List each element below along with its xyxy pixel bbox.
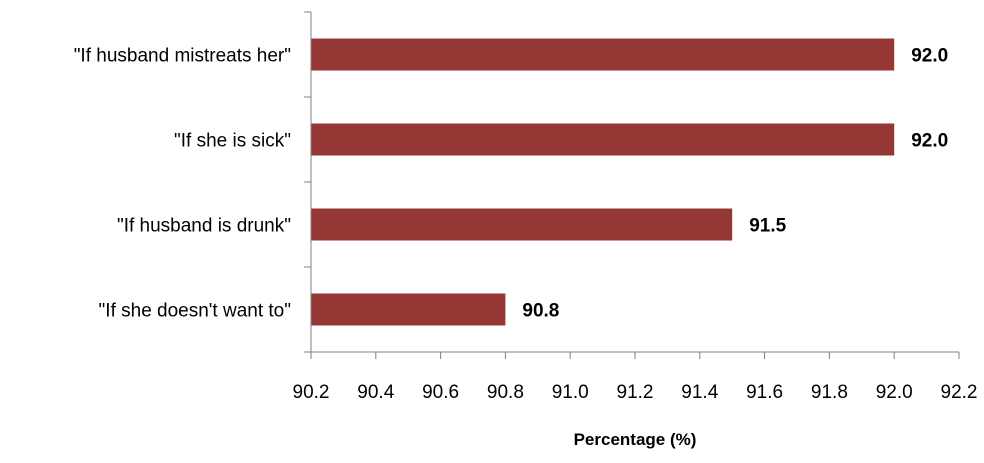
- x-tick-label-5: 91.2: [617, 382, 654, 403]
- category-label-1: "If husband mistreats her": [74, 46, 291, 67]
- data-label-3: 91.5: [749, 216, 786, 237]
- x-tick-label-1: 90.4: [357, 382, 394, 403]
- bar-3: [311, 208, 733, 241]
- bars-layer: [311, 38, 895, 326]
- x-tick-label-9: 92.0: [876, 382, 913, 403]
- data-label-2: 92.0: [911, 131, 948, 152]
- x-tick-label-2: 90.6: [422, 382, 459, 403]
- ticks-layer: [304, 11, 960, 359]
- bar-2: [311, 123, 895, 156]
- x-tick-label-0: 90.2: [293, 382, 330, 403]
- bar-4: [311, 293, 506, 326]
- x-tick-label-4: 91.0: [552, 382, 589, 403]
- labels-layer: 92.0 "If husband mistreats her" 92.0 "If sh…: [74, 46, 978, 404]
- category-label-2: "If she is sick": [174, 131, 291, 152]
- bar-1: [311, 38, 895, 71]
- data-label-4: 90.8: [522, 301, 559, 322]
- x-tick-label-3: 90.8: [487, 382, 524, 403]
- category-label-4: "If she doesn't want to": [99, 301, 291, 322]
- x-axis-title: Percentage (%): [574, 430, 697, 449]
- x-tick-label-7: 91.6: [746, 382, 783, 403]
- data-label-1: 92.0: [911, 46, 948, 67]
- x-tick-label-6: 91.4: [681, 382, 718, 403]
- x-tick-label-10: 92.2: [941, 382, 978, 403]
- x-tick-label-8: 91.8: [811, 382, 848, 403]
- category-label-3: "If husband is drunk": [117, 216, 291, 237]
